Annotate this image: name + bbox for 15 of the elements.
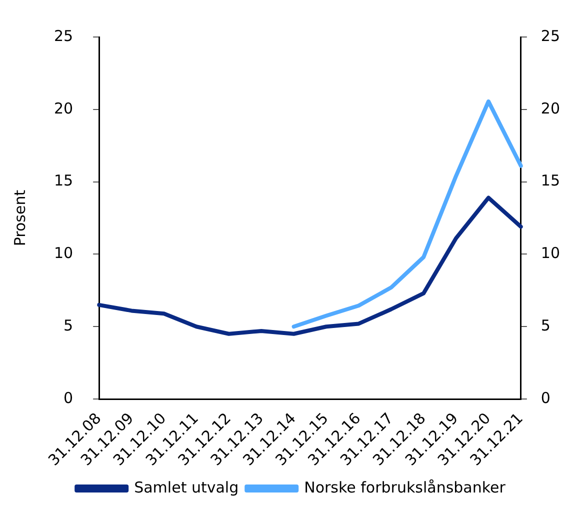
y-tick-label: 25: [54, 26, 74, 45]
y-tick-label: 15: [54, 172, 74, 190]
y-tick-label: 10: [54, 244, 74, 262]
y2-tick-label: 25: [540, 26, 560, 45]
y-axis-title: Prosent: [10, 190, 29, 246]
y2-tick-label: 10: [540, 244, 560, 262]
y-tick-label: 5: [64, 316, 74, 335]
y-tick-label: 0: [64, 388, 74, 407]
y2-tick-label: 15: [540, 172, 560, 190]
legend-label: Norske forbrukslånsbanker: [304, 478, 506, 496]
legend-label: Samlet utvalg: [134, 478, 239, 496]
y-tick-label: 20: [54, 99, 74, 118]
y2-tick-label: 5: [540, 316, 550, 335]
y2-tick-label: 0: [540, 388, 550, 407]
y2-tick-label: 20: [540, 99, 560, 118]
